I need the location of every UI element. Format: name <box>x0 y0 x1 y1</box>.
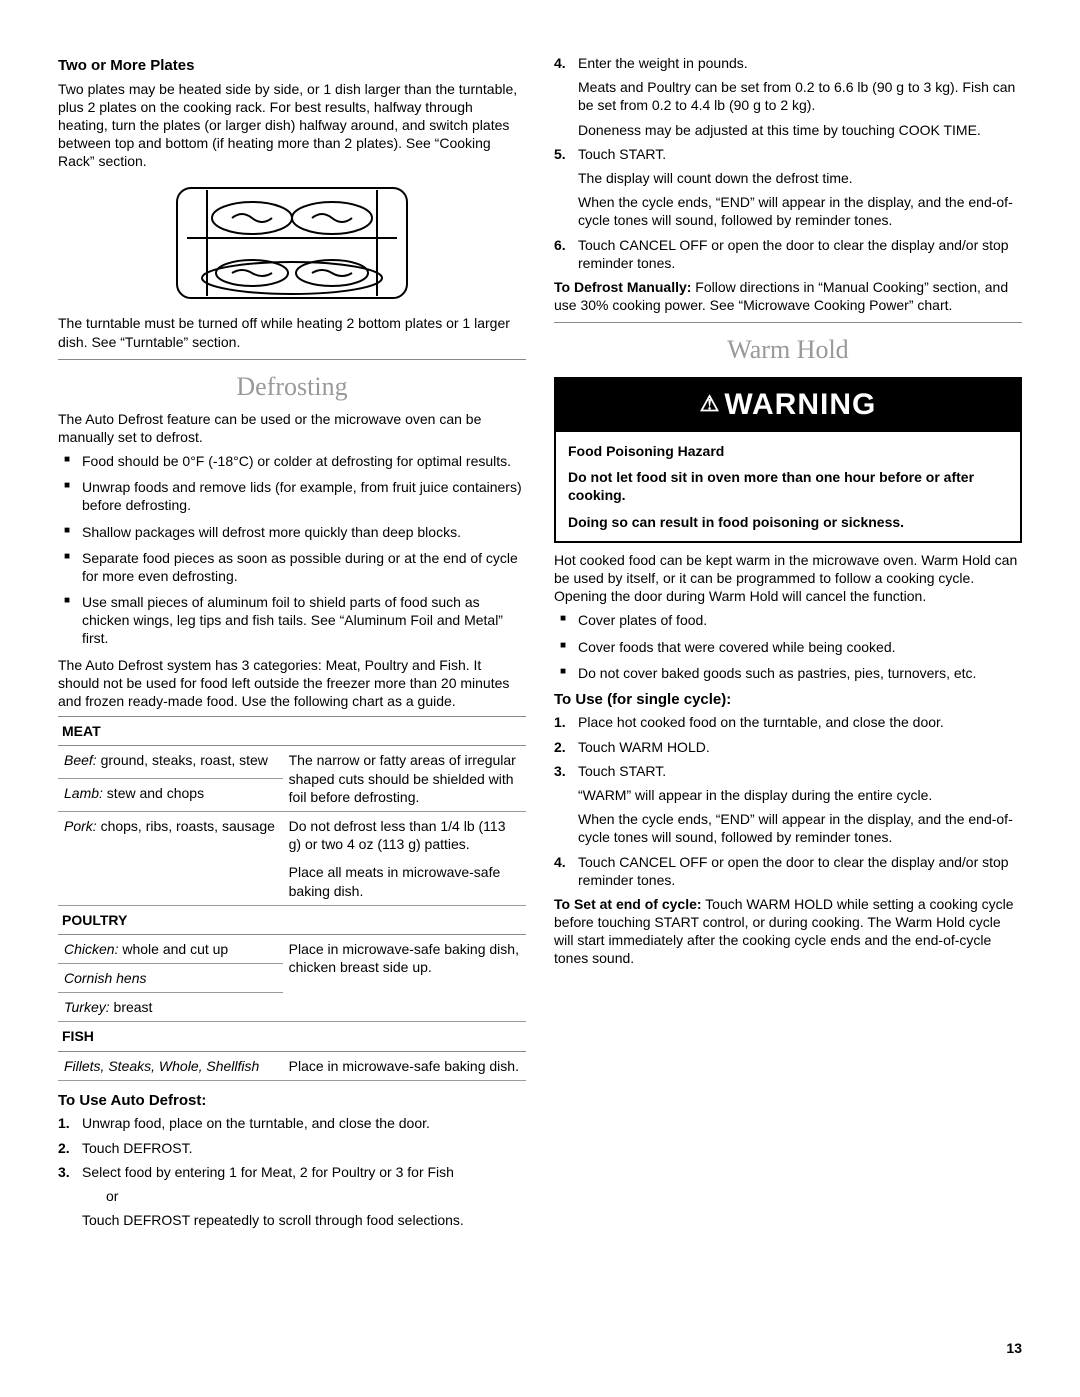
warmhold-set-end: To Set at end of cycle: Touch WARM HOLD … <box>554 895 1022 968</box>
warning-triangle-icon: ⚠ <box>700 391 721 416</box>
warning-header: ⚠WARNING <box>556 379 1020 432</box>
warning-body: Food Poisoning Hazard Do not let food si… <box>556 432 1020 541</box>
left-column: Two or More Plates Two plates may be hea… <box>58 50 526 1235</box>
two-plates-para: Two plates may be heated side by side, o… <box>58 80 526 171</box>
bullet-item: Use small pieces of aluminum foil to shi… <box>58 593 526 648</box>
table-cell: Lamb: stew and chops <box>58 779 283 812</box>
warmhold-steps: Place hot cooked food on the turntable, … <box>554 713 1022 889</box>
table-cell: Fillets, Steaks, Whole, Shellfish <box>58 1051 283 1080</box>
warning-title: Food Poisoning Hazard <box>568 442 1008 460</box>
step-item: Touch DEFROST. <box>58 1139 526 1157</box>
defrosting-intro: The Auto Defrost feature can be used or … <box>58 410 526 446</box>
two-plates-caption: The turntable must be turned off while h… <box>58 314 526 350</box>
step-item: Touch START. “WARM” will appear in the d… <box>554 762 1022 847</box>
table-cell: Turkey: breast <box>58 993 283 1022</box>
table-cell: Beef: ground, steaks, roast, stew <box>58 746 283 779</box>
fish-header: FISH <box>58 1022 526 1051</box>
bullet-item: Cover foods that were covered while bein… <box>554 638 1022 656</box>
table-cell: Pork: chops, ribs, roasts, sausage <box>58 811 283 858</box>
meat-header: MEAT <box>58 717 526 746</box>
step-item: Select food by entering 1 for Meat, 2 fo… <box>58 1163 526 1230</box>
warmhold-use-heading: To Use (for single cycle): <box>554 690 1022 710</box>
table-cell <box>58 858 283 905</box>
bullet-item: Unwrap foods and remove lids (for exampl… <box>58 478 526 514</box>
defrosting-after: The Auto Defrost system has 3 categories… <box>58 656 526 711</box>
step-item: Unwrap food, place on the turntable, and… <box>58 1114 526 1132</box>
page-number: 13 <box>1006 1339 1022 1357</box>
divider <box>58 359 526 360</box>
step-item: Touch START. The display will count down… <box>554 145 1022 230</box>
defrost-manually: To Defrost Manually: Follow directions i… <box>554 278 1022 314</box>
table-cell: Place in microwave-safe baking dish. <box>283 1051 526 1080</box>
bullet-item: Cover plates of food. <box>554 611 1022 629</box>
page-columns: Two or More Plates Two plates may be hea… <box>58 50 1022 1235</box>
poultry-header: POULTRY <box>58 905 526 934</box>
cooking-rack-illustration <box>157 178 427 308</box>
table-cell: Do not defrost less than 1/4 lb (113 g) … <box>283 811 526 858</box>
table-cell: Place in microwave-safe baking dish, chi… <box>283 934 526 1022</box>
step-item: Touch WARM HOLD. <box>554 738 1022 756</box>
step-item: Place hot cooked food on the turntable, … <box>554 713 1022 731</box>
step-item: Touch CANCEL OFF or open the door to cle… <box>554 236 1022 272</box>
bullet-item: Shallow packages will defrost more quick… <box>58 523 526 541</box>
step-item: Enter the weight in pounds. Meats and Po… <box>554 54 1022 139</box>
warning-box: ⚠WARNING Food Poisoning Hazard Do not le… <box>554 377 1022 543</box>
table-cell: Cornish hens <box>58 964 283 993</box>
warning-line: Doing so can result in food poisoning or… <box>568 513 1008 531</box>
table-cell: Chicken: whole and cut up <box>58 934 283 963</box>
defrosting-bullets: Food should be 0°F (-18°C) or colder at … <box>58 452 526 648</box>
auto-defrost-heading: To Use Auto Defrost: <box>58 1091 526 1111</box>
right-column: Enter the weight in pounds. Meats and Po… <box>554 50 1022 1235</box>
defrost-chart: MEAT Beef: ground, steaks, roast, stew T… <box>58 716 526 1081</box>
bullet-item: Food should be 0°F (-18°C) or colder at … <box>58 452 526 470</box>
defrosting-heading: Defrosting <box>58 370 526 404</box>
warning-line: Do not let food sit in oven more than on… <box>568 468 1008 504</box>
bullet-item: Separate food pieces as soon as possible… <box>58 549 526 585</box>
step-item: Touch CANCEL OFF or open the door to cle… <box>554 853 1022 889</box>
warmhold-bullets: Cover plates of food. Cover foods that w… <box>554 611 1022 682</box>
bullet-item: Do not cover baked goods such as pastrie… <box>554 664 1022 682</box>
divider <box>554 322 1022 323</box>
warmhold-intro: Hot cooked food can be kept warm in the … <box>554 551 1022 606</box>
auto-defrost-steps: Unwrap food, place on the turntable, and… <box>58 1114 526 1229</box>
two-plates-heading: Two or More Plates <box>58 56 526 76</box>
table-cell: The narrow or fatty areas of irregular s… <box>283 746 526 812</box>
defrost-steps-cont: Enter the weight in pounds. Meats and Po… <box>554 54 1022 272</box>
table-cell: Place all meats in microwave-safe baking… <box>283 858 526 905</box>
warmhold-heading: Warm Hold <box>554 333 1022 367</box>
